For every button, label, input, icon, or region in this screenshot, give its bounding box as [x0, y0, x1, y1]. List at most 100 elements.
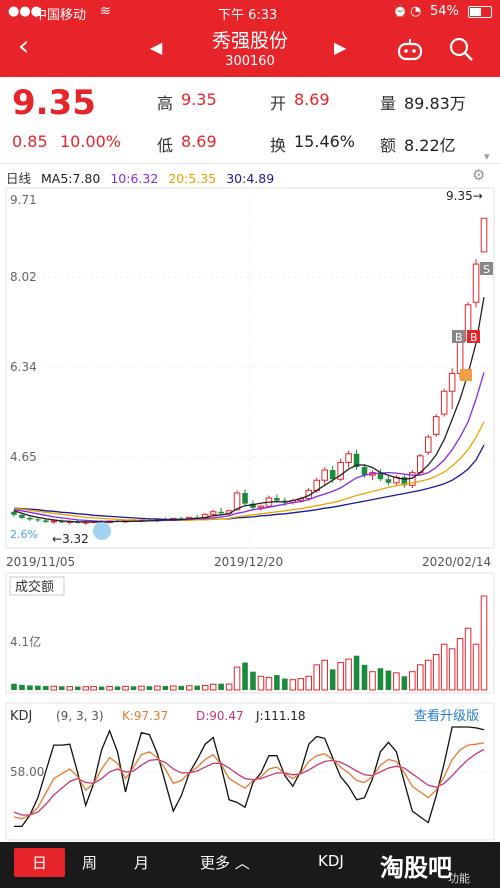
amount-bar	[178, 685, 185, 690]
signal-flag-icon[interactable]	[460, 369, 472, 381]
price-change: 0.85	[12, 132, 48, 151]
tab-day[interactable]: 日	[14, 848, 66, 877]
amount-bar	[90, 686, 97, 691]
ma30-line	[13, 444, 485, 521]
tab-kdj[interactable]: KDJ	[318, 852, 344, 870]
status-bar: ●●● 中国移动 ≋ 下午 6:33 ⏰ ◔ 54%	[0, 0, 500, 24]
amount-bar	[130, 686, 137, 690]
next-stock-icon[interactable]: ▶	[334, 38, 347, 57]
candle	[242, 489, 248, 506]
function-label[interactable]: 功能	[448, 872, 470, 885]
watermark-logo: 淘股吧	[380, 854, 452, 882]
amount-bar	[409, 671, 416, 691]
y-tick-label: 9.71	[10, 193, 37, 207]
amount-bar	[424, 659, 432, 691]
signal-bubble-icon[interactable]	[93, 522, 111, 540]
amount-bar	[66, 686, 74, 691]
amount-bar	[361, 664, 368, 690]
amount-panel[interactable]: 成交额 4.1亿	[5, 572, 495, 694]
trade-signal-b[interactable]: B	[452, 330, 465, 344]
amount-bar	[250, 671, 256, 690]
kline-panel[interactable]: 9.71 8.02 6.34 4.65 2.6% 9.35→ ←3.32 S B…	[5, 187, 495, 549]
low-value: 8.69	[181, 132, 217, 151]
expand-chevron-icon[interactable]: ▾	[484, 150, 490, 163]
amount-bar	[154, 685, 161, 691]
ma20-label: 20:5.35	[168, 171, 217, 186]
x-tick-label: 2019/12/20	[214, 555, 283, 569]
ma30-label: 30:4.89	[226, 171, 275, 186]
trade-signal-b[interactable]: B	[467, 330, 480, 344]
amount-title: 成交额	[15, 579, 54, 595]
kdj-panel[interactable]: KDJ (9, 3, 3) K:97.37 D:90.47 J:111.18 查…	[5, 702, 495, 841]
back-icon[interactable]: ‹	[18, 29, 30, 62]
period-label[interactable]: 日线	[6, 171, 32, 186]
open-value: 8.69	[294, 90, 330, 109]
tab-month[interactable]: 月	[134, 854, 150, 872]
prev-stock-icon[interactable]: ◀	[150, 38, 163, 57]
amount-bar	[233, 666, 241, 691]
ma10-label: 10:6.32	[110, 171, 159, 186]
amount-bar	[35, 685, 41, 690]
amount-bar	[282, 678, 288, 690]
turnover-value: 15.46%	[294, 132, 356, 151]
amount-frame	[5, 572, 495, 694]
kdj-k-label: K:97.37	[122, 709, 168, 723]
candle	[345, 450, 352, 468]
amount-bar	[170, 685, 177, 691]
candle	[424, 434, 432, 455]
amount-bar	[464, 627, 472, 691]
amount-bar	[122, 685, 129, 691]
tab-week[interactable]: 周	[82, 854, 98, 872]
amount-bar	[225, 683, 233, 691]
robot-icon[interactable]	[396, 38, 424, 66]
amount-bar	[194, 685, 201, 690]
candle	[35, 517, 41, 522]
kdj-y-tick: 58.00	[10, 765, 44, 779]
high-label: 高	[157, 94, 174, 113]
last-price-marker: 9.35→	[446, 189, 483, 203]
volume-label: 量	[380, 94, 397, 113]
kdj-j-line	[14, 726, 485, 828]
tab-more[interactable]: 更多 ︿	[200, 852, 250, 873]
status-time: 下午 6:33	[218, 8, 278, 23]
ma5-line	[13, 296, 485, 523]
amount-bar	[82, 686, 89, 691]
amount-bar	[329, 669, 336, 690]
volume-value: 89.83万	[404, 94, 466, 113]
amount-value: 8.22亿	[404, 136, 456, 155]
candle	[480, 217, 488, 253]
amount-title-box[interactable]	[9, 576, 65, 596]
amount-bar	[58, 686, 65, 690]
app-header: ●●● 中国移动 ≋ 下午 6:33 ⏰ ◔ 54% ‹ ◀ 秀强股份 3001…	[0, 0, 500, 77]
amount-bar	[289, 679, 297, 691]
price-change-pct: 10.00%	[60, 132, 122, 151]
trade-signal-s[interactable]: S	[480, 262, 493, 276]
amount-bar	[369, 671, 376, 691]
amount-bar	[472, 643, 480, 691]
candle	[43, 518, 49, 523]
battery-percent: 54%	[430, 4, 459, 19]
svg-text:B: B	[455, 331, 463, 344]
candle	[257, 504, 265, 511]
candle	[369, 470, 376, 481]
amount-bar	[98, 686, 105, 690]
current-price: 9.35	[12, 83, 96, 123]
upgrade-link[interactable]: 查看升级版	[414, 708, 479, 724]
kdj-j-label: J:111.18	[255, 709, 306, 723]
kdj-params: (9, 3, 3)	[56, 709, 104, 723]
kdj-title[interactable]: KDJ	[10, 709, 32, 724]
x-tick-label: 2020/02/14	[422, 555, 491, 569]
amount-label: 额	[380, 136, 397, 155]
amount-bar	[50, 685, 58, 691]
amount-bar	[27, 685, 33, 690]
amount-bar	[201, 684, 209, 691]
settings-gear-icon[interactable]: ⚙	[472, 166, 486, 184]
amount-bar	[162, 685, 169, 690]
bottom-toolbar: 日 周 月 更多 ︿ KDJ 淘股吧 功能	[0, 842, 500, 888]
amount-bar	[345, 658, 352, 691]
search-icon[interactable]	[448, 36, 474, 66]
low-label: 低	[157, 136, 174, 155]
amount-bar	[218, 683, 224, 690]
y-tick-label: 6.34	[10, 360, 37, 374]
amount-bar	[377, 668, 384, 690]
